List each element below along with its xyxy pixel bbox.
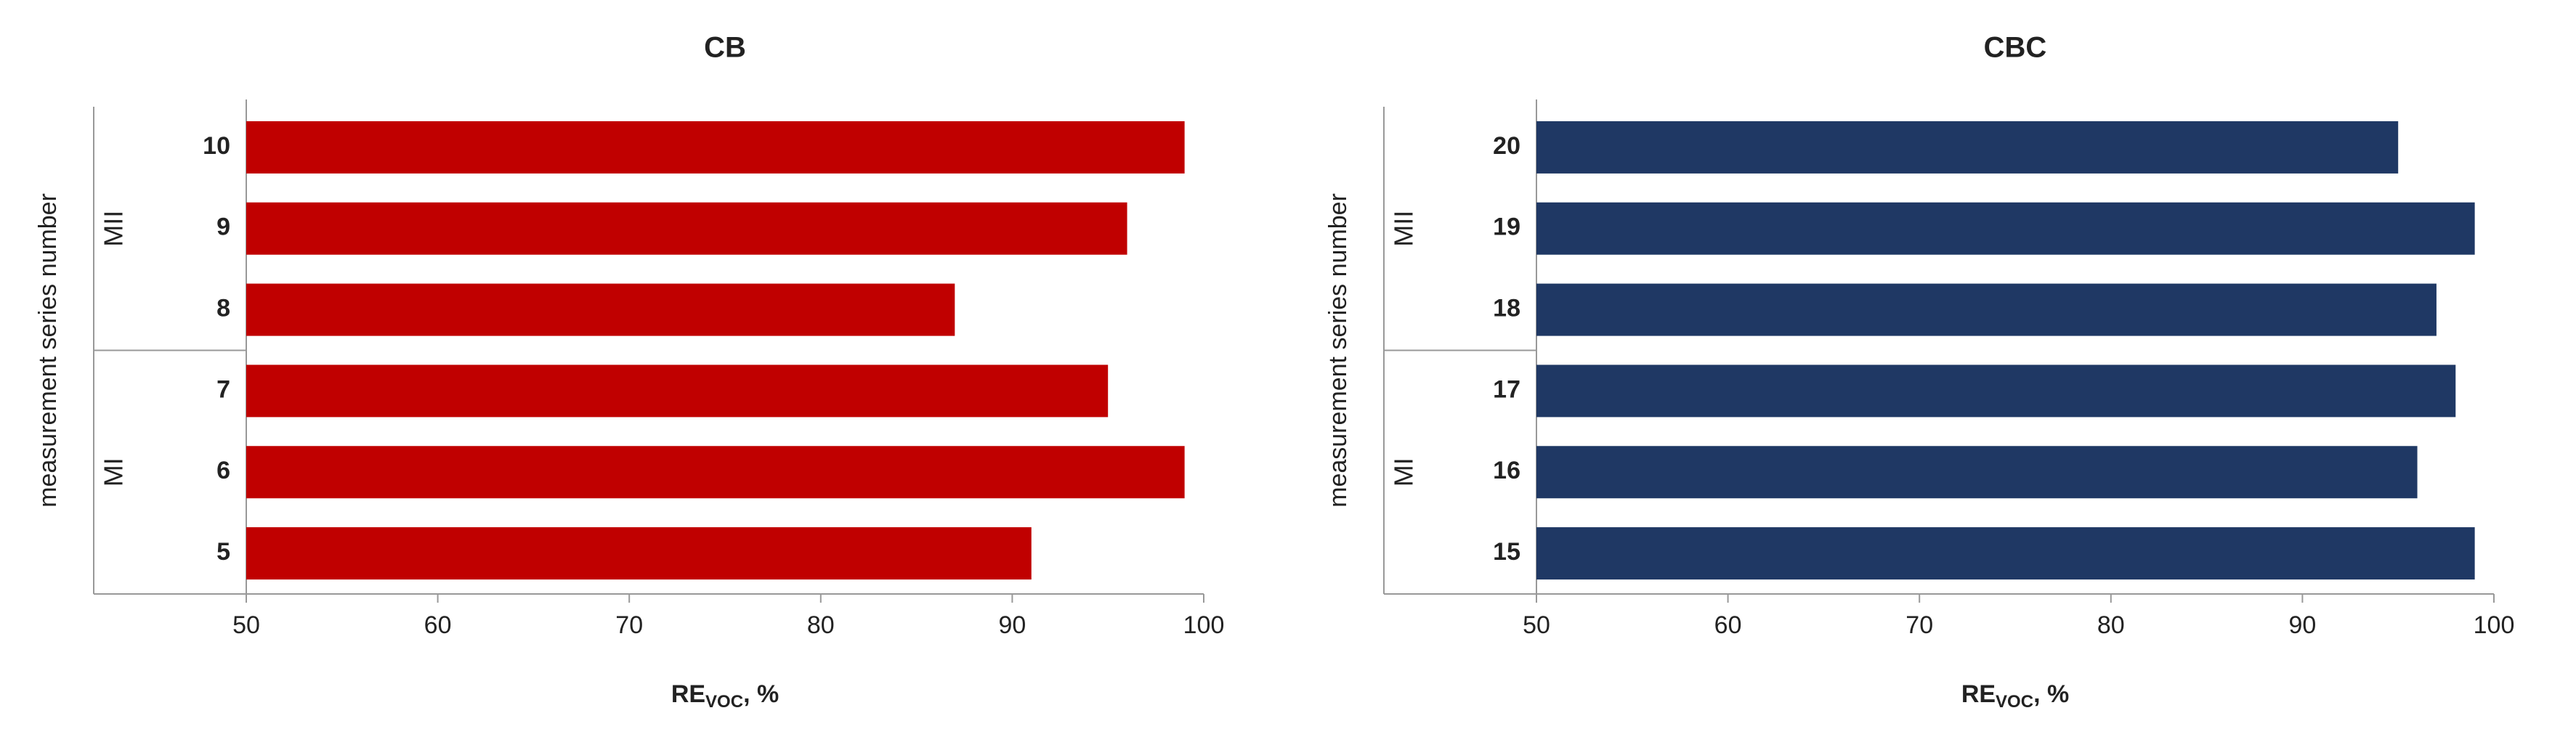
y-tick-label: 16 xyxy=(1493,457,1520,484)
bar xyxy=(1536,446,2418,499)
y-tick-label: 8 xyxy=(216,295,230,322)
chart-title: CBC xyxy=(1984,32,2047,64)
y-axis-label: measurement series number xyxy=(1324,193,1352,508)
group-label: MII xyxy=(99,211,129,247)
x-tick-label: 90 xyxy=(998,611,1026,639)
bar xyxy=(246,202,1127,255)
bar xyxy=(246,283,955,336)
bar xyxy=(246,446,1185,499)
x-label-main: RE xyxy=(671,680,705,708)
group-label: MII xyxy=(1389,211,1419,247)
y-axis-label: measurement series number xyxy=(34,193,62,508)
bar xyxy=(246,121,1185,174)
y-tick-label: 15 xyxy=(1493,538,1520,566)
x-tick-label: 80 xyxy=(2097,611,2125,639)
y-tick-label: 20 xyxy=(1493,132,1520,160)
x-tick-label: 60 xyxy=(424,611,452,639)
group-label: MI xyxy=(1389,457,1419,487)
y-tick-label: 18 xyxy=(1493,295,1520,322)
x-tick-label: 50 xyxy=(232,611,260,639)
x-label-suffix: , % xyxy=(2033,680,2069,708)
bar xyxy=(1536,365,2456,418)
x-tick-label: 100 xyxy=(2474,611,2515,639)
y-tick-label: 6 xyxy=(216,457,230,484)
x-tick-label: 70 xyxy=(615,611,643,639)
x-tick-label: 50 xyxy=(1523,611,1550,639)
x-label-main: RE xyxy=(1961,680,1996,708)
bar xyxy=(1536,283,2437,336)
x-tick-label: 80 xyxy=(807,611,835,639)
y-tick-label: 5 xyxy=(216,538,230,566)
bar xyxy=(1536,202,2475,255)
bar xyxy=(246,365,1109,418)
x-label-suffix: , % xyxy=(743,680,779,708)
y-tick-label: 19 xyxy=(1493,213,1520,241)
x-tick-label: 90 xyxy=(2288,611,2316,639)
x-tick-label: 60 xyxy=(1714,611,1742,639)
bar xyxy=(246,527,1032,580)
bar xyxy=(1536,527,2475,580)
y-tick-label: 17 xyxy=(1493,375,1520,403)
group-label: MI xyxy=(99,457,129,487)
x-label-sub: VOC xyxy=(705,692,743,712)
y-tick-label: 10 xyxy=(203,132,230,160)
x-axis-label: REVOC, % xyxy=(671,680,779,712)
x-axis-label: REVOC, % xyxy=(1961,680,2069,712)
x-label-sub: VOC xyxy=(1996,692,2033,712)
y-tick-label: 9 xyxy=(216,213,230,241)
x-tick-label: 100 xyxy=(1183,611,1225,639)
x-tick-label: 70 xyxy=(1905,611,1933,639)
bar xyxy=(1536,121,2399,174)
chart-title: CB xyxy=(704,32,746,64)
y-tick-label: 7 xyxy=(216,375,230,403)
